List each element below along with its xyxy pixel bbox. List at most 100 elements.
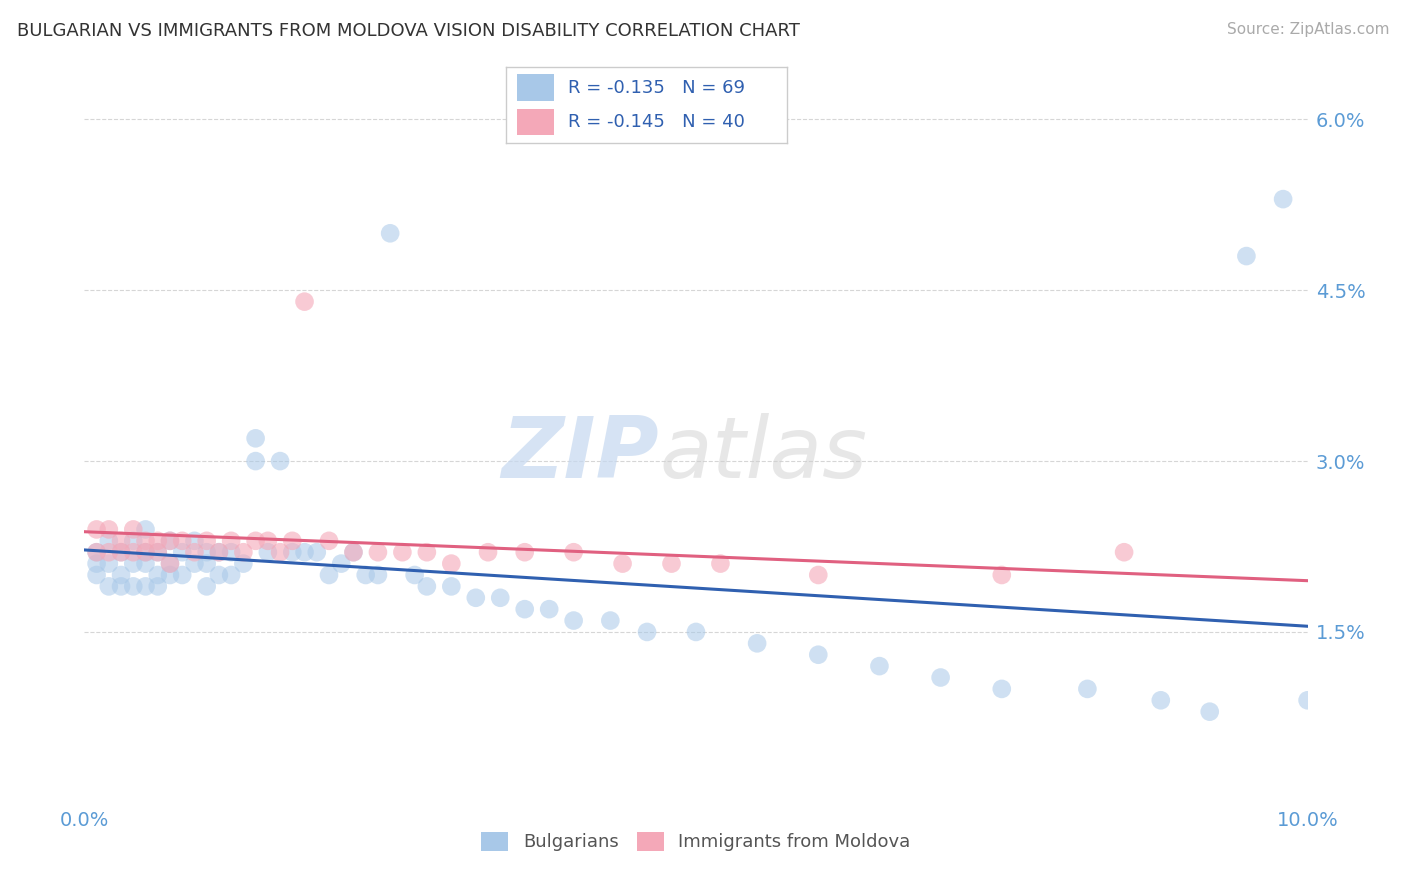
Point <box>146 533 169 548</box>
Point <box>685 624 707 639</box>
Point <box>661 557 683 571</box>
Point <box>477 545 499 559</box>
Point <box>562 614 585 628</box>
Point <box>195 533 218 548</box>
Point <box>172 568 194 582</box>
Point <box>219 568 242 582</box>
Point <box>305 545 328 559</box>
Point <box>416 579 439 593</box>
Point <box>367 545 389 559</box>
Text: R = -0.135   N = 69: R = -0.135 N = 69 <box>568 79 745 97</box>
Point <box>110 545 132 559</box>
Point <box>1114 545 1136 559</box>
Point <box>709 557 731 571</box>
Point <box>146 545 169 559</box>
Point <box>172 533 194 548</box>
Point <box>110 568 132 582</box>
Point <box>869 659 891 673</box>
Bar <box>517 75 554 101</box>
Point <box>97 533 120 548</box>
Point <box>562 545 585 559</box>
Point <box>97 545 120 559</box>
Point <box>86 523 108 537</box>
Point <box>219 533 242 548</box>
Point <box>318 568 340 582</box>
Point <box>195 545 218 559</box>
Point <box>208 545 231 559</box>
Point <box>318 533 340 548</box>
Point <box>991 568 1014 582</box>
Point <box>513 602 536 616</box>
Point <box>245 454 267 468</box>
Point <box>97 557 120 571</box>
Point <box>440 579 463 593</box>
Point <box>195 579 218 593</box>
Point <box>538 602 561 616</box>
Point <box>245 533 267 548</box>
Point <box>294 545 316 559</box>
Point <box>342 545 364 559</box>
Legend: Bulgarians, Immigrants from Moldova: Bulgarians, Immigrants from Moldova <box>472 823 920 861</box>
Point <box>1236 249 1258 263</box>
Point <box>135 545 157 559</box>
Point <box>195 557 218 571</box>
Point <box>232 545 254 559</box>
Point <box>257 533 280 548</box>
Point <box>269 545 291 559</box>
Point <box>342 545 364 559</box>
Point <box>1076 681 1098 696</box>
Point <box>135 579 157 593</box>
Point <box>110 533 132 548</box>
Point <box>354 568 377 582</box>
Text: atlas: atlas <box>659 413 868 496</box>
Point <box>404 568 426 582</box>
Point <box>636 624 658 639</box>
Text: R = -0.145   N = 40: R = -0.145 N = 40 <box>568 113 745 131</box>
Point <box>172 545 194 559</box>
Point <box>464 591 486 605</box>
Point <box>86 568 108 582</box>
Point <box>416 545 439 559</box>
Point <box>122 523 145 537</box>
Point <box>747 636 769 650</box>
Point <box>122 557 145 571</box>
Point <box>391 545 413 559</box>
Point <box>294 294 316 309</box>
Point <box>257 545 280 559</box>
Point <box>208 568 231 582</box>
Point <box>380 227 402 241</box>
Point <box>159 533 181 548</box>
Point <box>86 545 108 559</box>
Bar <box>517 109 554 136</box>
Text: Source: ZipAtlas.com: Source: ZipAtlas.com <box>1226 22 1389 37</box>
Point <box>110 545 132 559</box>
Point <box>86 557 108 571</box>
Point <box>110 579 132 593</box>
Point <box>489 591 512 605</box>
Point <box>991 681 1014 696</box>
Point <box>281 545 304 559</box>
Point <box>232 557 254 571</box>
Point <box>807 568 830 582</box>
Point <box>330 557 353 571</box>
Point <box>122 579 145 593</box>
Point <box>513 545 536 559</box>
Point <box>122 533 145 548</box>
Point <box>97 523 120 537</box>
Point <box>1296 693 1319 707</box>
Point <box>1150 693 1173 707</box>
Point <box>183 533 205 548</box>
Point <box>269 454 291 468</box>
Point <box>159 533 181 548</box>
Point <box>219 545 242 559</box>
Point <box>599 614 621 628</box>
Point <box>367 568 389 582</box>
Point <box>440 557 463 571</box>
Point <box>159 557 181 571</box>
Point <box>183 557 205 571</box>
Point <box>281 533 304 548</box>
Point <box>122 545 145 559</box>
Point <box>146 545 169 559</box>
Point <box>135 523 157 537</box>
Point <box>97 579 120 593</box>
